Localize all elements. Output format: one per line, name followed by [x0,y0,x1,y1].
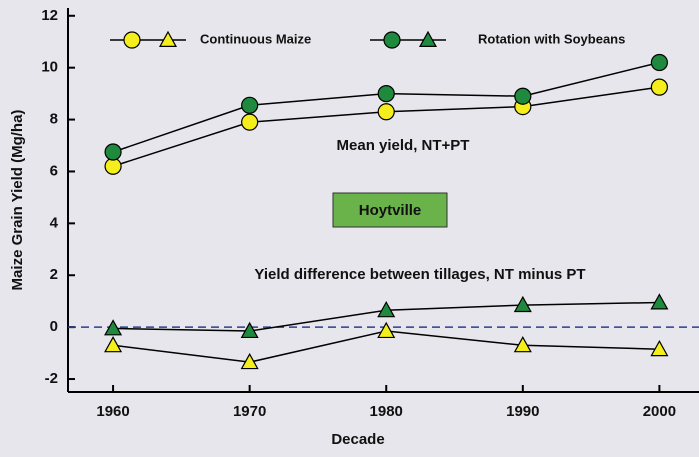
marker [104,336,123,353]
marker [650,53,668,72]
marker [240,321,259,339]
marker [241,113,259,131]
x-axis-label: Decade [331,431,384,448]
y-axis-label: Maize Grain Yield (Mg/ha) [9,110,26,291]
marker [514,87,532,105]
legend-marker [158,30,178,48]
x-tick-label: 1980 [370,403,403,420]
marker [377,85,395,103]
y-tick-label: 8 [50,111,58,128]
y-tick-label: 12 [41,7,58,24]
x-tick-label: 2000 [643,403,676,420]
marker [513,336,532,353]
x-tick-label: 1970 [233,403,266,420]
marker [377,301,396,318]
annotation: Hoytville [359,202,422,219]
marker [104,319,123,336]
marker [513,295,532,313]
legend-label: Rotation with Soybeans [478,31,625,46]
label-box [332,192,448,228]
x-tick-label: 1960 [96,403,129,420]
marker [650,339,669,357]
annotation: Mean yield, NT+PT [337,137,470,154]
legend-label: Continuous Maize [200,31,311,46]
legend-marker [383,31,401,49]
marker [240,352,259,370]
legend-marker [418,30,438,48]
marker [650,78,668,96]
y-tick-label: 6 [50,162,58,179]
marker [104,143,122,161]
y-tick-label: 10 [41,59,58,76]
legend-marker [123,31,141,49]
x-tick-label: 1990 [506,403,539,420]
y-tick-label: 0 [50,318,58,335]
y-tick-label: 4 [50,214,59,231]
marker [377,103,395,121]
marker [377,321,396,339]
y-tick-label: -2 [45,370,58,387]
y-tick-label: 2 [50,266,58,283]
marker [104,157,122,175]
annotation: Yield difference between tillages, NT mi… [254,266,585,283]
marker [241,96,259,114]
marker [650,293,669,310]
